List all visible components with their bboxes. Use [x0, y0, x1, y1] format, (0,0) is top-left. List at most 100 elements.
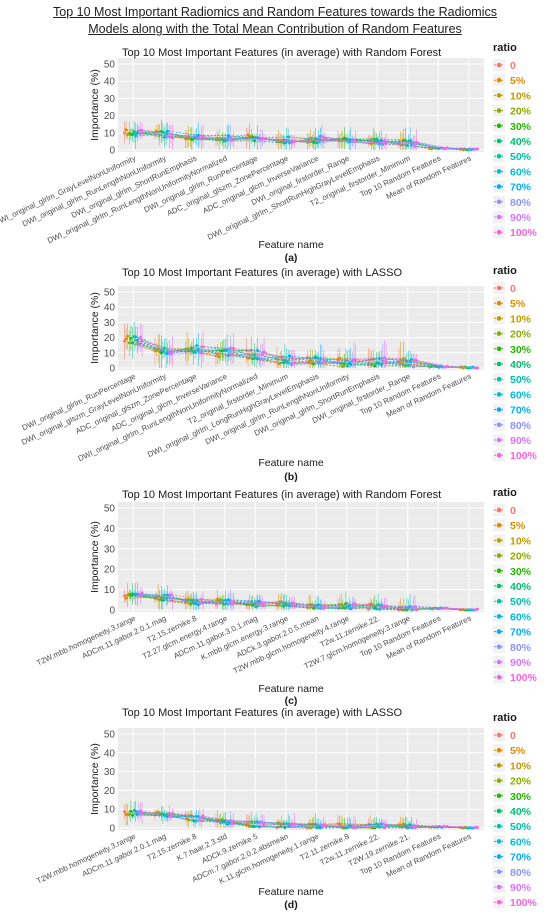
data-point [349, 362, 353, 366]
series-line [137, 593, 473, 611]
legend-label: 70% [510, 627, 532, 639]
data-point [261, 352, 264, 356]
data-point [381, 143, 385, 146]
legend-key-point [496, 62, 502, 68]
legend-key-point [496, 422, 502, 428]
legend-key-point [496, 614, 502, 619]
data-point [224, 598, 227, 602]
y-tick-label: 20 [104, 111, 116, 122]
data-point [408, 138, 412, 142]
data-point [163, 593, 166, 597]
data-point [415, 140, 418, 144]
y-axis-label: Importance (%) [89, 743, 101, 815]
legend-label: 80% [510, 642, 532, 654]
data-point [134, 134, 138, 138]
legend-label: 10% [510, 535, 532, 547]
legend-label: 60% [510, 166, 532, 178]
data-point [139, 335, 142, 339]
data-point [352, 824, 356, 828]
data-point [129, 336, 133, 340]
series-line [142, 130, 478, 150]
y-tick-label: 40 [104, 303, 116, 314]
data-point [159, 351, 163, 355]
data-point [291, 601, 295, 605]
data-point [283, 826, 287, 830]
panel-caption: (a) [285, 252, 298, 264]
legend-key-point [496, 869, 502, 875]
y-tick-label: 20 [104, 565, 116, 576]
legend-label: 0 [510, 505, 516, 517]
data-point [124, 596, 128, 600]
data-point [140, 591, 144, 595]
legend-key-point [496, 376, 502, 382]
y-tick-label: 50 [104, 730, 116, 741]
data-point [354, 603, 357, 607]
data-point [476, 366, 479, 370]
legend-key-point [496, 437, 502, 443]
legend-key-point [496, 361, 502, 367]
data-point [445, 146, 449, 150]
data-point [384, 359, 388, 363]
y-tick-label: 0 [109, 364, 115, 375]
data-point [379, 138, 383, 142]
data-point [200, 351, 203, 355]
data-point [169, 132, 173, 136]
panel-caption: (d) [284, 899, 297, 911]
chart-panel-4: 0 10 20 30 40 50 Top 10 Most Important Feature… [35, 707, 484, 911]
data-point [171, 811, 174, 815]
data-point [314, 822, 317, 826]
data-point [323, 823, 327, 826]
data-point [163, 135, 166, 139]
data-point [323, 360, 327, 364]
data-point [383, 356, 386, 360]
legend-key-point [496, 793, 502, 799]
legend-key-point [496, 884, 502, 890]
data-point [281, 361, 285, 365]
legend-1: ratio 0 5% 10% 20% 30% 40% 50% 60% 70% 80% 90% 100% [493, 42, 538, 239]
data-point [134, 809, 138, 813]
data-point [134, 335, 138, 339]
data-point [346, 364, 349, 368]
legend-key-point [496, 199, 502, 205]
data-point [139, 809, 142, 813]
data-point [261, 601, 264, 604]
data-point [445, 364, 449, 368]
legend-key-point [496, 184, 502, 189]
data-point [344, 601, 348, 605]
legend-key-point [496, 839, 502, 844]
series-line [129, 342, 465, 368]
legend-key-point [496, 229, 502, 235]
data-point [379, 362, 383, 366]
data-point [254, 605, 258, 609]
data-point [225, 602, 229, 606]
data-point [164, 132, 168, 136]
data-point [124, 337, 128, 341]
legend-label: 80% [510, 420, 532, 432]
legend-label: 70% [510, 405, 532, 417]
data-point [278, 362, 282, 365]
legend-label: 20% [510, 329, 532, 341]
data-point [338, 356, 341, 360]
data-point [376, 361, 380, 365]
data-point [232, 820, 235, 824]
data-point [312, 362, 316, 366]
data-point [228, 136, 232, 140]
legend-label: 40% [510, 806, 532, 818]
legend-key-point [496, 674, 502, 680]
data-point [317, 603, 321, 607]
legend-label: 30% [510, 566, 532, 578]
data-point [196, 348, 200, 351]
data-point [127, 812, 131, 816]
data-point [171, 599, 174, 603]
legend-key-point [496, 77, 502, 83]
data-point [225, 348, 229, 352]
y-tick-label: 20 [104, 786, 116, 797]
data-point [375, 137, 378, 141]
legend-label: 90% [510, 435, 532, 447]
legend-label: 20% [510, 106, 532, 118]
legend-key-point [496, 598, 502, 604]
series-line [141, 340, 478, 369]
y-tick-label: 10 [104, 348, 116, 359]
data-point [193, 602, 197, 606]
